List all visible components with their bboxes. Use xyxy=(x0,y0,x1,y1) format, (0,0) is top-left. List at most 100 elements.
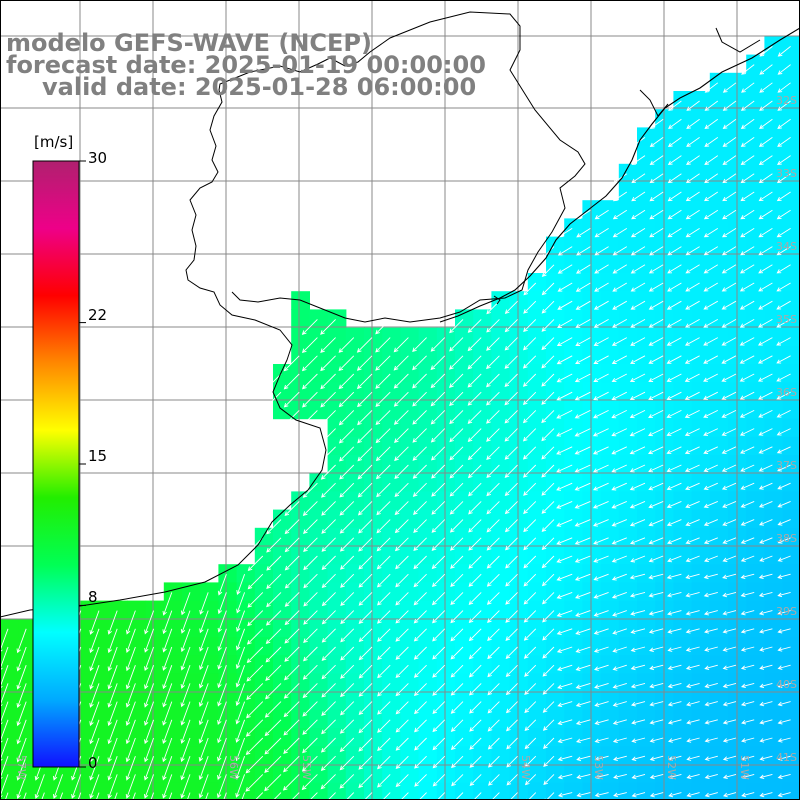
wind-arrow xyxy=(740,137,755,147)
wind-arrow xyxy=(649,682,664,689)
wind-arrow xyxy=(611,482,627,491)
field-cell xyxy=(72,782,92,800)
wind-arrow xyxy=(666,355,682,364)
field-cell xyxy=(764,455,784,474)
wind-arrow xyxy=(612,628,627,635)
field-cell xyxy=(600,327,620,347)
wind-arrow xyxy=(395,592,409,606)
wind-arrow xyxy=(648,282,664,292)
wind-arrow xyxy=(758,209,773,220)
wind-arrow xyxy=(648,409,664,419)
wind-arrow xyxy=(703,282,719,292)
field-cell xyxy=(455,564,474,583)
wind-arrow xyxy=(541,573,555,587)
field-cell xyxy=(200,600,219,620)
wind-arrow xyxy=(301,755,318,772)
wind-arrow xyxy=(630,628,646,634)
wind-arrow xyxy=(629,573,646,580)
wind-arrow xyxy=(777,573,791,579)
wind-arrow xyxy=(468,610,482,624)
wind-arrow xyxy=(612,209,628,220)
field-cell xyxy=(109,764,128,784)
field-cell xyxy=(709,655,729,674)
field-cell xyxy=(200,764,219,784)
wind-arrow xyxy=(722,646,737,652)
wind-arrow xyxy=(575,737,591,744)
field-cell xyxy=(400,546,420,565)
wind-arrow xyxy=(235,774,246,798)
wind-arrow xyxy=(666,591,682,598)
wind-arrow xyxy=(759,755,773,761)
wind-arrow xyxy=(776,428,791,436)
field-cell xyxy=(546,473,565,492)
field-cell xyxy=(691,655,711,674)
wind-arrow xyxy=(541,519,555,532)
field-cell xyxy=(236,655,256,674)
field-cell xyxy=(327,582,347,602)
wind-arrow xyxy=(557,246,573,256)
wind-arrow xyxy=(393,410,409,425)
wind-arrow xyxy=(505,610,518,623)
wind-arrow xyxy=(777,537,791,544)
wind-arrow xyxy=(504,428,518,442)
wind-arrow xyxy=(303,537,318,553)
field-cell xyxy=(709,637,729,656)
field-cell xyxy=(418,600,438,620)
wind-arrow xyxy=(450,628,464,642)
field-cell xyxy=(564,254,583,274)
wind-arrow xyxy=(593,573,609,581)
field-cell xyxy=(673,254,693,274)
field-cell xyxy=(527,673,547,693)
field-cell xyxy=(655,709,674,729)
field-cell xyxy=(473,564,492,583)
wind-arrow xyxy=(377,719,391,733)
wind-arrow xyxy=(648,500,664,509)
wind-arrow xyxy=(611,355,628,364)
wind-arrow xyxy=(236,610,246,632)
wind-arrow xyxy=(648,482,664,491)
field-cell xyxy=(546,546,565,565)
wind-arrow xyxy=(557,719,573,726)
field-cell xyxy=(618,254,638,274)
wind-arrow xyxy=(758,446,773,454)
wind-arrow xyxy=(89,737,100,763)
field-cell xyxy=(782,309,800,329)
wind-arrow xyxy=(377,701,391,715)
field-cell xyxy=(764,527,784,547)
field-cell xyxy=(764,728,784,747)
field-cell xyxy=(491,436,511,456)
field-cell xyxy=(491,746,511,765)
field-cell xyxy=(618,491,638,511)
field-cell xyxy=(273,655,292,674)
field-cell xyxy=(746,91,765,110)
wind-arrow xyxy=(684,337,700,346)
wind-arrow xyxy=(487,628,500,642)
field-cell xyxy=(655,637,674,656)
wind-arrow xyxy=(217,737,227,762)
wind-arrow xyxy=(557,264,573,274)
wind-arrow xyxy=(338,391,355,408)
wind-arrow xyxy=(777,610,791,616)
field-cell xyxy=(582,673,602,693)
wind-arrow xyxy=(284,537,300,553)
wind-arrow xyxy=(522,446,537,460)
field-cell xyxy=(91,764,110,784)
field-cell xyxy=(691,618,711,638)
field-cell xyxy=(746,273,765,292)
field-cell xyxy=(163,782,183,800)
wind-arrow xyxy=(758,191,773,202)
field-cell xyxy=(782,418,800,438)
field-cell xyxy=(364,382,383,401)
wind-arrow xyxy=(759,100,773,111)
wind-arrow xyxy=(575,591,591,599)
wind-arrow xyxy=(16,701,27,727)
field-cell xyxy=(691,691,711,711)
wind-arrow xyxy=(309,792,318,800)
wind-arrow xyxy=(357,391,373,408)
wind-arrow xyxy=(283,755,300,773)
wind-arrow xyxy=(320,464,336,480)
field-cell xyxy=(691,582,711,602)
field-cell xyxy=(582,527,602,547)
field-cell xyxy=(345,491,365,511)
wind-arrow xyxy=(739,319,755,328)
